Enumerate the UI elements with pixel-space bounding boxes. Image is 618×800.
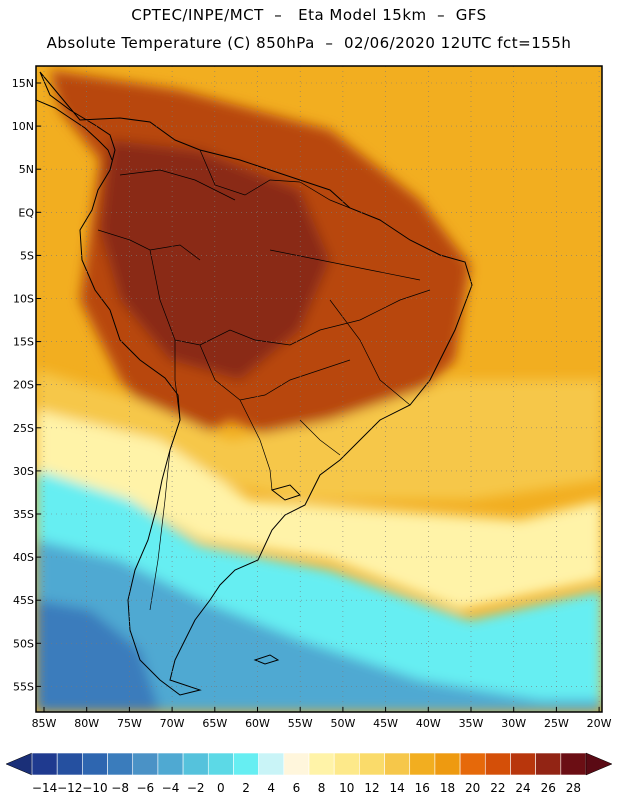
lat-tick-label: 40S xyxy=(13,551,34,564)
temperature-field xyxy=(36,66,602,712)
colorbar-low-arrow xyxy=(5,752,33,776)
colorbar-box xyxy=(283,752,310,776)
colorbar-box xyxy=(308,752,335,776)
lon-tick-label: 80W xyxy=(74,717,99,730)
colorbar-label: 6 xyxy=(293,781,301,795)
lat-tick-label: 35S xyxy=(13,508,34,521)
chart-title-line-1: CPTEC/INPE/MCT – Eta Model 15km – GFS xyxy=(131,6,487,24)
colorbar-label: 12 xyxy=(364,781,379,795)
colorbar-box xyxy=(107,752,134,776)
field-cold-deep xyxy=(36,540,602,712)
colorbar-box xyxy=(56,752,83,776)
colorbar-box xyxy=(31,752,58,776)
colorbar-label: −4 xyxy=(162,781,180,795)
lat-tick-label: 50S xyxy=(13,637,34,650)
lat-tick-label: 30S xyxy=(13,465,34,478)
colorbar-label: 0 xyxy=(217,781,225,795)
colorbar-label: 20 xyxy=(465,781,480,795)
colorbar-label: 28 xyxy=(566,781,581,795)
colorbar-label: 2 xyxy=(242,781,250,795)
colorbar-box xyxy=(82,752,108,776)
lon-tick-label: 60W xyxy=(245,717,270,730)
lon-tick-label: 45W xyxy=(373,717,398,730)
latitude-labels: 15N 10N 5N EQ 5S 10S 15S 20S 25S 30S 35S 40S 45S 50S 5… xyxy=(12,77,41,693)
colorbar-label: 8 xyxy=(318,781,326,795)
colorbar-box xyxy=(182,752,209,776)
lon-tick-label: 35W xyxy=(459,717,484,730)
colorbar-label: 10 xyxy=(339,781,354,795)
colorbar: −14 −12 −10 −8 −6 −4 −2 0 2 4 6 8 10 12 14 16 18 20 22 24 26… xyxy=(5,752,613,795)
colorbar-boxes xyxy=(5,752,613,776)
lat-tick-label: 15S xyxy=(13,336,34,349)
colorbar-box xyxy=(258,752,285,776)
colorbar-box xyxy=(233,752,259,776)
field-hot-core xyxy=(100,140,330,380)
lon-tick-label: 40W xyxy=(416,717,441,730)
colorbar-label: 16 xyxy=(415,781,430,795)
colorbar-box xyxy=(535,752,562,776)
colorbar-box xyxy=(409,752,436,776)
lon-tick-label: 50W xyxy=(330,717,355,730)
colorbar-box xyxy=(459,752,486,776)
lon-tick-label: 75W xyxy=(117,717,142,730)
field-coldest-patch xyxy=(36,600,160,712)
coastline xyxy=(36,71,473,696)
lat-tick-label: 55S xyxy=(13,680,34,693)
map-frame xyxy=(35,65,603,713)
colorbar-label: 14 xyxy=(389,781,404,795)
colorbar-label: −8 xyxy=(111,781,129,795)
colorbar-box xyxy=(359,752,385,776)
lat-tick-label: 45S xyxy=(13,594,34,607)
colorbar-label: −10 xyxy=(82,781,107,795)
lat-tick-label: 15N xyxy=(12,77,34,90)
colorbar-box xyxy=(157,752,184,776)
south-america-coast xyxy=(39,71,473,696)
colorbar-label: 26 xyxy=(541,781,556,795)
chart-title-line-2: Absolute Temperature (C) 850hPa – 02/06/… xyxy=(46,34,572,52)
lat-tick-label: 10S xyxy=(13,293,34,306)
lon-tick-label: 30W xyxy=(501,717,526,730)
falklands xyxy=(253,654,280,665)
colorbar-box xyxy=(434,752,461,776)
colorbar-label: 22 xyxy=(490,781,505,795)
lat-tick-label: EQ xyxy=(18,206,34,219)
colorbar-box xyxy=(132,752,159,776)
colorbar-box xyxy=(510,752,536,776)
longitude-labels: 85W 80W 75W 70W 65W 60W 55W 50W 45W 40W 35W 30W 25W 2… xyxy=(32,707,612,730)
central-america-coast xyxy=(36,99,113,161)
lat-tick-label: 5S xyxy=(20,249,34,262)
colorbar-label: −12 xyxy=(57,781,82,795)
lon-tick-label: 20W xyxy=(587,717,612,730)
colorbar-label: −6 xyxy=(136,781,154,795)
colorbar-box xyxy=(333,752,360,776)
lon-tick-label: 85W xyxy=(32,717,57,730)
colorbar-label: −14 xyxy=(32,781,57,795)
colorbar-box xyxy=(484,752,511,776)
colorbar-box xyxy=(560,752,587,776)
colorbar-labels: −14 −12 −10 −8 −6 −4 −2 0 2 4 6 8 10 12 14 16 18 20 22 24 26… xyxy=(32,781,581,795)
lat-tick-label: 20S xyxy=(13,379,34,392)
lat-tick-label: 10N xyxy=(12,120,34,133)
colorbar-label: 18 xyxy=(440,781,455,795)
lon-tick-label: 70W xyxy=(160,717,185,730)
lon-tick-label: 25W xyxy=(544,717,569,730)
colorbar-label: 24 xyxy=(515,781,530,795)
temperature-map: 15N 10N 5N EQ 5S 10S 15S 20S 25S 30S 35S 40S 45S 50S 5… xyxy=(12,65,612,730)
colorbar-box xyxy=(384,752,411,776)
lon-tick-label: 55W xyxy=(288,717,313,730)
field-midlatitude-band xyxy=(36,410,602,610)
colorbar-box xyxy=(207,752,234,776)
country-borders xyxy=(97,149,431,611)
colorbar-high-arrow xyxy=(585,752,613,776)
lat-tick-label: 5N xyxy=(19,163,34,176)
rio-de-la-plata xyxy=(270,484,301,501)
colorbar-label: 4 xyxy=(267,781,275,795)
colorbar-label: −2 xyxy=(187,781,205,795)
lon-tick-label: 65W xyxy=(202,717,227,730)
lat-tick-label: 25S xyxy=(13,422,34,435)
